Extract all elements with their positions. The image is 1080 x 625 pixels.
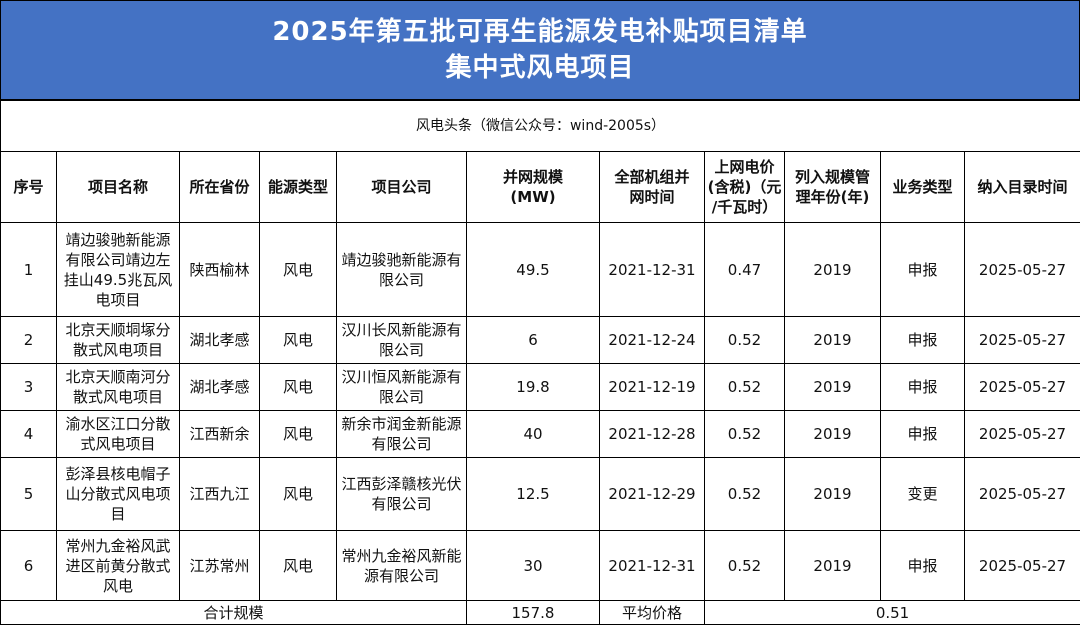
column-header: 并网规模 (MW) [466, 151, 600, 223]
cell-grid-time: 2021-12-31 [599, 530, 705, 601]
cell-energy: 风电 [259, 363, 337, 411]
page-title: 2025年第五批可再生能源发电补贴项目清单 [272, 17, 808, 47]
cell-year: 2019 [784, 457, 881, 531]
avg-price-value: 0.51 [703, 600, 1080, 625]
cell-year: 2019 [784, 316, 881, 364]
cell-province: 陕西榆林 [179, 222, 260, 317]
total-capacity: 157.8 [466, 600, 600, 625]
cell-no: 6 [0, 530, 57, 601]
table-row: 1 靖边骏驰新能源有限公司靖边左挂山49.5兆瓦风电项目 陕西榆林 风电 靖边骏驰新能源… [0, 222, 1080, 317]
column-header: 上网电价 (含税)（元/千瓦时） [704, 151, 785, 223]
column-header: 纳入目录时间 [963, 151, 1080, 223]
cell-province: 湖北孝感 [179, 316, 260, 364]
column-header: 列入规模管 理年份(年) [784, 151, 881, 223]
cell-year: 2019 [784, 222, 881, 317]
cell-biz: 申报 [880, 410, 965, 458]
cell-date: 2025-05-27 [963, 222, 1080, 317]
cell-no: 1 [0, 222, 57, 317]
cell-biz: 变更 [880, 457, 965, 531]
table-row: 3 北京天顺南河分散式风电项目 湖北孝感 风电 汉川恒风新能源有限公司 19.8 2021-… [0, 363, 1080, 411]
column-header: 能源类型 [259, 151, 337, 223]
cell-no: 3 [0, 363, 57, 411]
table-row: 4 渝水区江口分散式风电项目 江西新余 风电 新余市润金新能源有限公司 40 2021-12… [0, 410, 1080, 458]
cell-company: 新余市润金新能源有限公司 [336, 410, 467, 458]
cell-province: 湖北孝感 [179, 363, 260, 411]
title-banner: 2025年第五批可再生能源发电补贴项目清单 集中式风电项目 [0, 0, 1080, 100]
cell-company: 常州九金裕风新能源有限公司 [336, 530, 467, 601]
cell-grid-time: 2021-12-31 [599, 222, 705, 317]
page-subtitle: 集中式风电项目 [445, 53, 635, 83]
cell-province: 江西九江 [179, 457, 260, 531]
cell-province: 江西新余 [179, 410, 260, 458]
cell-date: 2025-05-27 [963, 530, 1080, 601]
cell-price: 0.52 [704, 457, 785, 531]
column-header: 序号 [0, 151, 57, 223]
column-header: 所在省份 [179, 151, 260, 223]
cell-biz: 申报 [880, 363, 965, 411]
cell-name: 渝水区江口分散式风电项目 [56, 410, 180, 458]
cell-year: 2019 [784, 410, 881, 458]
cell-name: 北京天顺垌塚分散式风电项目 [56, 316, 180, 364]
cell-grid-time: 2021-12-29 [599, 457, 705, 531]
cell-name: 北京天顺南河分散式风电项目 [56, 363, 180, 411]
cell-grid-time: 2021-12-19 [599, 363, 705, 411]
cell-date: 2025-05-27 [963, 457, 1080, 531]
cell-company: 靖边骏驰新能源有限公司 [336, 222, 467, 317]
cell-company: 汉川恒风新能源有限公司 [336, 363, 467, 411]
cell-province: 江苏常州 [179, 530, 260, 601]
cell-energy: 风电 [259, 410, 337, 458]
cell-grid-time: 2021-12-28 [599, 410, 705, 458]
cell-price: 0.52 [704, 363, 785, 411]
cell-name: 彭泽县核电帽子山分散式风电项目 [56, 457, 180, 531]
cell-price: 0.52 [704, 316, 785, 364]
cell-year: 2019 [784, 363, 881, 411]
cell-capacity: 30 [466, 530, 600, 601]
project-table: 风电头条（微信公众号：wind-2005s） 序号 项目名称 所在省份 能源类型 项目公… [0, 100, 1080, 625]
cell-company: 江西彭泽赣核光伏有限公司 [336, 457, 467, 531]
total-label: 合计规模 [0, 600, 467, 625]
table-header-row: 序号 项目名称 所在省份 能源类型 项目公司 并网规模 (MW) 全部机组并 网时间 上网电价 (含… [0, 151, 1080, 223]
cell-biz: 申报 [880, 316, 965, 364]
cell-capacity: 40 [466, 410, 600, 458]
table-row: 5 彭泽县核电帽子山分散式风电项目 江西九江 风电 江西彭泽赣核光伏有限公司 12.5 20… [0, 457, 1080, 531]
cell-no: 4 [0, 410, 57, 458]
cell-energy: 风电 [259, 457, 337, 531]
avg-price-label: 平均价格 [599, 600, 705, 625]
cell-price: 0.47 [704, 222, 785, 317]
cell-year: 2019 [784, 530, 881, 601]
cell-company: 汉川长风新能源有限公司 [336, 316, 467, 364]
total-row: 合计规模 157.8 平均价格 0.51 [0, 600, 1080, 625]
column-header: 全部机组并 网时间 [599, 151, 705, 223]
cell-no: 2 [0, 316, 57, 364]
cell-energy: 风电 [259, 530, 337, 601]
column-header: 项目公司 [336, 151, 467, 223]
cell-price: 0.52 [704, 410, 785, 458]
table-row: 2 北京天顺垌塚分散式风电项目 湖北孝感 风电 汉川长风新能源有限公司 6 2021-12-… [0, 316, 1080, 364]
cell-capacity: 12.5 [466, 457, 600, 531]
cell-name: 常州九金裕风武进区前黄分散式风电 [56, 530, 180, 601]
cell-biz: 申报 [880, 222, 965, 317]
column-header: 项目名称 [56, 151, 180, 223]
table-row: 6 常州九金裕风武进区前黄分散式风电 江苏常州 风电 常州九金裕风新能源有限公司 30 20… [0, 530, 1080, 601]
cell-energy: 风电 [259, 222, 337, 317]
cell-biz: 申报 [880, 530, 965, 601]
cell-grid-time: 2021-12-24 [599, 316, 705, 364]
cell-energy: 风电 [259, 316, 337, 364]
cell-capacity: 19.8 [466, 363, 600, 411]
cell-date: 2025-05-27 [963, 363, 1080, 411]
column-header: 业务类型 [880, 151, 965, 223]
cell-price: 0.52 [704, 530, 785, 601]
source-note: 风电头条（微信公众号：wind-2005s） [0, 100, 1080, 152]
cell-date: 2025-05-27 [963, 410, 1080, 458]
cell-name: 靖边骏驰新能源有限公司靖边左挂山49.5兆瓦风电项目 [56, 222, 180, 317]
cell-capacity: 6 [466, 316, 600, 364]
cell-no: 5 [0, 457, 57, 531]
cell-capacity: 49.5 [466, 222, 600, 317]
cell-date: 2025-05-27 [963, 316, 1080, 364]
